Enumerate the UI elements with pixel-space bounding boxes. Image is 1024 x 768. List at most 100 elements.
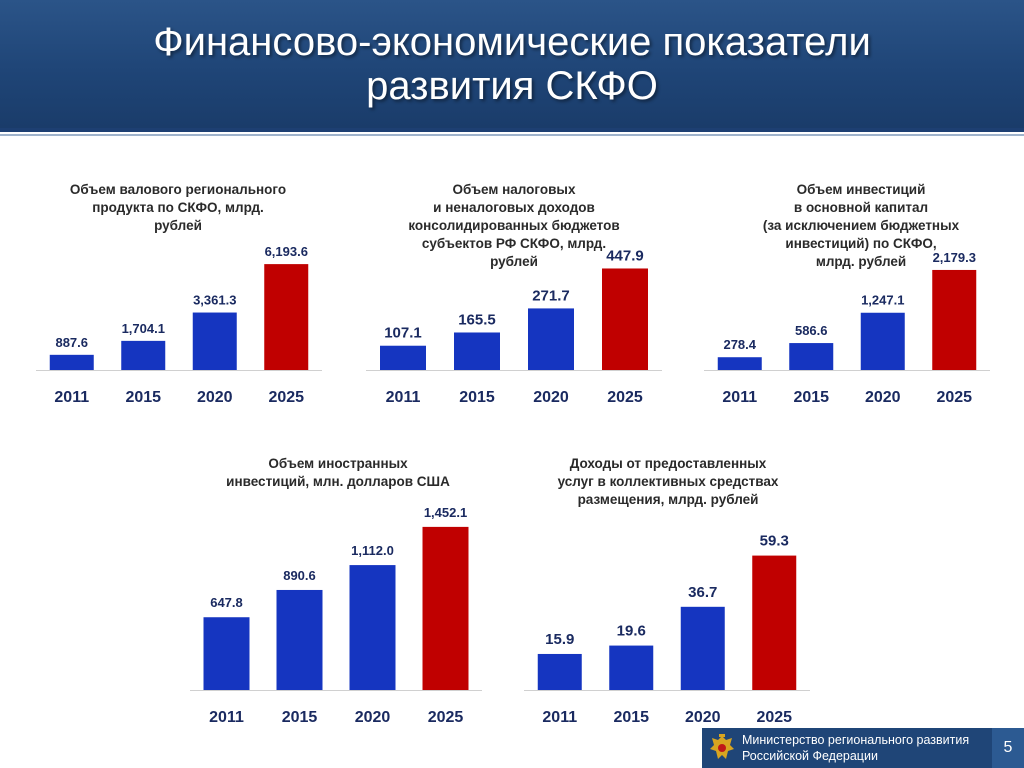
chart-foreign-bar-2011	[203, 617, 250, 690]
chart-budget-bar-2015	[454, 332, 500, 370]
chart-foreign-category-label: 2020	[355, 709, 391, 726]
chart-grp-category-label: 2011	[54, 389, 89, 406]
chart-investment-title-line: Объем инвестиций	[796, 182, 926, 197]
slide-number: 5	[992, 728, 1024, 768]
chart-grp-category-label: 2020	[197, 389, 233, 406]
chart-budget-category-label: 2020	[533, 389, 569, 406]
chart-budget-value-label: 165.5	[458, 311, 496, 328]
chart-foreign-bar-2015	[276, 589, 323, 690]
chart-foreign-value-label: 890.6	[283, 568, 316, 583]
chart-investment-bar-2011	[717, 357, 762, 370]
footer-bar: Министерство регионального развития Росс…	[702, 728, 1024, 768]
chart-investment-value-label: 278.4	[723, 337, 756, 352]
chart-foreign-title: Объем иностранных инвестиций, млн. долла…	[188, 455, 488, 491]
chart-foreign-category-label: 2011	[209, 709, 244, 726]
chart-grp-category-label: 2015	[125, 389, 161, 406]
chart-foreign-value-label: 647.8	[210, 595, 243, 610]
chart-grp-bar-2011	[49, 354, 94, 370]
coat-of-arms-icon	[710, 734, 734, 759]
chart-grp-bar-2020	[192, 312, 237, 370]
chart-budget-bar-2011	[380, 345, 426, 370]
chart-accommodation-title-line: размещения, млрд. рублей	[577, 492, 759, 507]
chart-budget-title-line: субъектов РФ СКФО, млрд.	[421, 236, 607, 251]
chart-investment-bar-2015	[789, 343, 834, 370]
chart-grp-value-label: 887.6	[55, 335, 88, 350]
chart-budget-category-label: 2025	[607, 389, 643, 406]
chart-accommodation-bar-2025	[752, 555, 797, 690]
chart-investment-value-label: 2,179.3	[933, 250, 976, 265]
chart-investment-value-label: 1,247.1	[861, 293, 904, 308]
chart-budget-title-line: рублей	[490, 254, 538, 269]
chart-grp-value-label: 1,704.1	[122, 321, 165, 336]
chart-budget-title-line: и неналоговых доходов	[433, 200, 595, 215]
chart-grp-bar-2025	[264, 264, 309, 370]
chart-budget-title-line: консолидированных бюджетов	[408, 218, 620, 233]
chart-accommodation-value-label: 19.6	[617, 623, 646, 640]
chart-accommodation-value-label: 59.3	[760, 533, 789, 550]
chart-accommodation-category-label: 2020	[685, 709, 721, 726]
chart-foreign-category-label: 2025	[428, 709, 464, 726]
footer-line-2: Российской Федерации	[742, 749, 878, 763]
chart-grp-category-label: 2025	[268, 389, 304, 406]
chart-accommodation-category-label: 2025	[756, 709, 792, 726]
chart-investment-title-line: в основной капитал	[793, 200, 929, 215]
chart-foreign-bar-2020	[349, 565, 396, 690]
chart-accommodation-category-label: 2011	[542, 709, 577, 726]
chart-budget-value-label: 271.7	[532, 287, 570, 304]
chart-foreign-title-line: инвестиций, млн. долларов США	[226, 474, 450, 489]
chart-budget-title-line: Объем налоговых	[452, 182, 576, 197]
chart-accommodation-bar-2020	[680, 606, 725, 690]
chart-investment-title-line: инвестиций) по СКФО,	[785, 236, 937, 251]
footer-ministry-name: Министерство регионального развития Росс…	[742, 732, 992, 764]
chart-grp-title-line: Объем валового регионального	[69, 182, 287, 197]
chart-investment-bar-2025	[932, 269, 977, 370]
header-divider	[0, 128, 1024, 132]
header-banner	[0, 0, 1024, 128]
chart-grp-title-line: рублей	[154, 218, 202, 233]
chart-grp-bar-2015	[121, 340, 166, 370]
chart-budget-value-label: 107.1	[384, 325, 422, 342]
chart-budget-category-label: 2015	[459, 389, 495, 406]
chart-budget-category-label: 2011	[386, 389, 421, 406]
chart-investment-title-line: (за исключением бюджетных	[762, 218, 960, 233]
chart-grp-value-label: 6,193.6	[265, 244, 308, 259]
footer-line-1: Министерство регионального развития	[742, 733, 970, 747]
chart-investment-title: Объем инвестиций в основной капитал (за …	[706, 181, 1016, 271]
chart-grp-value-label: 3,361.3	[193, 293, 236, 308]
chart-investment-category-label: 2025	[936, 389, 972, 406]
chart-investment: 278.4 2011 586.6 2015 1,247.1 2020 2,179.3 2025	[704, 250, 990, 406]
chart-investment-category-label: 2011	[722, 389, 757, 406]
chart-accommodation-title-line: Доходы от предоставленных	[569, 456, 767, 471]
chart-accommodation-category-label: 2015	[613, 709, 649, 726]
chart-investment-bar-2020	[860, 312, 905, 370]
chart-accommodation-title: Доходы от предоставленных услуг в коллек…	[518, 455, 818, 509]
page-title-line-1: Финансово-экономические показатели	[153, 20, 871, 64]
chart-accommodation-title-line: услуг в коллективных средствах	[557, 474, 779, 489]
chart-foreign-value-label: 1,452.1	[424, 505, 467, 520]
chart-accommodation-bar-2015	[609, 645, 654, 690]
chart-grp-title-line: продукта по СКФО, млрд.	[92, 200, 264, 215]
chart-accommodation-bar-2011	[537, 653, 582, 690]
chart-grp-title: Объем валового регионального продукта по…	[28, 181, 328, 235]
chart-foreign-title-line: Объем иностранных	[268, 456, 408, 471]
chart-accommodation-value-label: 15.9	[545, 631, 574, 648]
chart-budget-bar-2025	[602, 268, 648, 370]
chart-budget: 107.1 2011 165.5 2015 271.7 2020 447.9 2025	[366, 247, 662, 406]
chart-grp: 887.6 2011 1,704.1 2015 3,361.3 2020 6,193.6 20…	[36, 244, 322, 406]
chart-accommodation: 15.9 2011 19.6 2015 36.7 2020 59.3 2025	[524, 533, 810, 726]
chart-budget-title: Объем налоговых и неналоговых доходов ко…	[364, 181, 664, 271]
page-title-line-2: развития СКФО	[366, 64, 658, 108]
chart-investment-value-label: 586.6	[795, 323, 828, 338]
chart-accommodation-value-label: 36.7	[688, 584, 717, 601]
chart-investment-category-label: 2020	[865, 389, 901, 406]
chart-investment-title-line: млрд. рублей	[815, 254, 907, 269]
chart-foreign-category-label: 2015	[282, 709, 318, 726]
header-divider-thin	[0, 134, 1024, 136]
chart-foreign-value-label: 1,112.0	[351, 543, 394, 558]
chart-budget-bar-2020	[528, 308, 574, 370]
chart-foreign: 647.8 2011 890.6 2015 1,112.0 2020 1,452.1 2025	[190, 505, 482, 726]
page-title: Финансово-экономические показатели разви…	[0, 20, 1024, 108]
chart-foreign-bar-2025	[422, 526, 469, 690]
chart-investment-category-label: 2015	[793, 389, 829, 406]
chart-budget-value-label: 447.9	[606, 247, 644, 264]
